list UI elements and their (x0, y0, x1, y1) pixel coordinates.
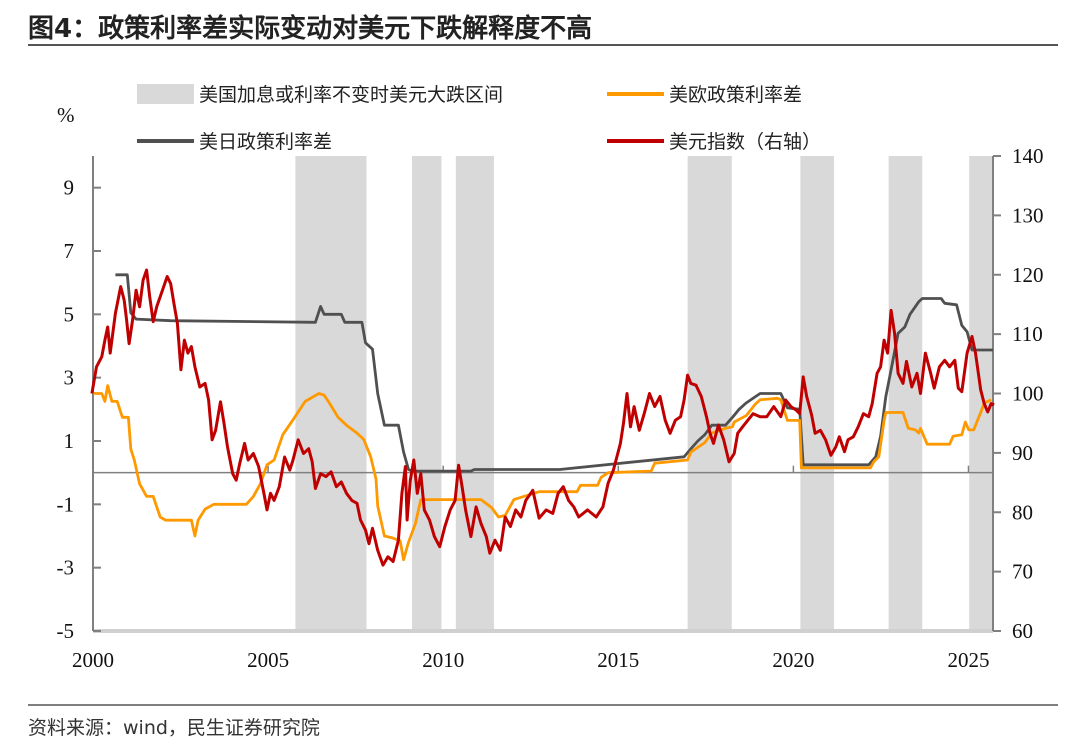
x-tick-label: 2010 (422, 648, 464, 672)
legend-item-2: 美日政策利率差 (137, 131, 332, 153)
x-tick-label: 2005 (247, 648, 289, 672)
right-tick-label: 70 (1012, 560, 1033, 584)
shaded-region (455, 156, 494, 631)
legend-item-1: 美欧政策利率差 (607, 84, 802, 106)
shaded-region (888, 156, 923, 631)
legend-item-shaded: 美国加息或利率不变时美元大跌区间 (137, 84, 503, 106)
legend-label: 美元指数（右轴） (669, 131, 821, 153)
series-line-3 (90, 268, 995, 567)
x-tick-label: 2015 (597, 648, 639, 672)
chart-title: 图4：政策利率差实际变动对美元下跌解释度不高 (28, 14, 593, 44)
left-tick-label: 5 (64, 302, 75, 326)
left-tick-label: 3 (64, 366, 75, 390)
left-tick-label: -3 (57, 556, 75, 580)
right-tick-label: 130 (1012, 203, 1044, 227)
legend-label: 美日政策利率差 (199, 131, 332, 153)
series-line-2 (115, 273, 993, 473)
right-tick-label: 110 (1012, 322, 1043, 346)
right-tick-label: 90 (1012, 441, 1033, 465)
right-tick-label: 80 (1012, 500, 1033, 524)
right-tick-label: 120 (1012, 263, 1044, 287)
right-tick-label: 140 (1012, 144, 1044, 168)
x-tick-label: 2000 (72, 648, 114, 672)
shaded-regions (295, 156, 993, 631)
right-tick-label: 60 (1012, 619, 1033, 643)
series-lines (90, 268, 995, 567)
legend-label: 美欧政策利率差 (669, 84, 802, 106)
shaded-region (687, 156, 732, 631)
shaded-region (295, 156, 367, 631)
x-tick-label: 2025 (947, 648, 989, 672)
right-tick-label: 100 (1012, 382, 1044, 406)
source-note: 资料来源：wind，民生证券研究院 (28, 717, 320, 739)
x-tick-label: 2020 (772, 648, 814, 672)
legend-label: 美国加息或利率不变时美元大跌区间 (199, 84, 503, 106)
left-tick-label: 1 (64, 429, 75, 453)
left-tick-label: 9 (64, 176, 75, 200)
legend-swatch-shaded (137, 84, 194, 104)
left-tick-label: -1 (57, 492, 75, 516)
legend-item-3: 美元指数（右轴） (607, 131, 821, 153)
left-tick-label: -5 (57, 619, 75, 643)
left-tick-label: 7 (64, 239, 75, 263)
shaded-region (412, 156, 442, 631)
left-axis-unit: % (57, 103, 75, 127)
series-line-1 (93, 384, 992, 562)
